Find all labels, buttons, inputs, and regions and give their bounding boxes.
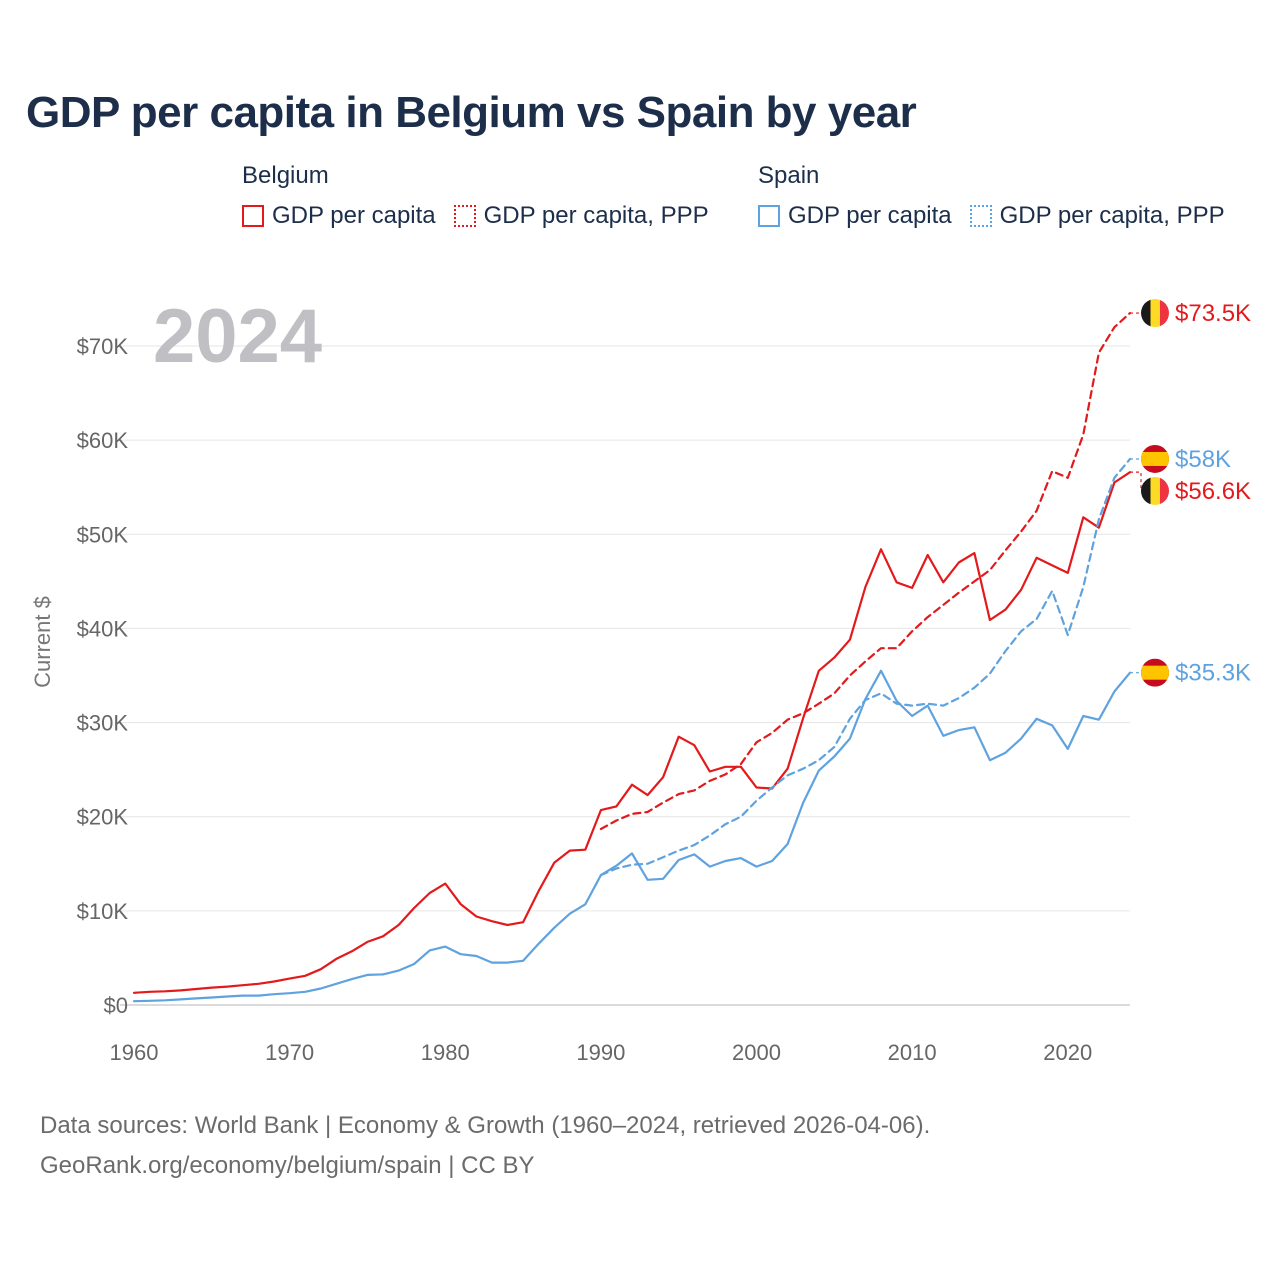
x-tick-label: 2000 xyxy=(732,1040,781,1065)
spain-flag-icon xyxy=(1141,658,1169,687)
line-chart: 2024 Current $ $0 $10K $20K $30K $40K $50K $60… xyxy=(30,294,1251,1065)
legend-swatch-dotted-red-icon xyxy=(453,205,476,227)
end-label-connector xyxy=(1130,471,1142,491)
credit-link[interactable]: GeoRank.org/economy/belgium/spain | CC B… xyxy=(40,1152,535,1179)
x-tick-label: 2010 xyxy=(888,1040,937,1065)
x-tick-label: 1960 xyxy=(110,1040,159,1065)
footer: Data sources: World Bank | Economy & Gro… xyxy=(40,1106,930,1186)
y-tick-label: $20K xyxy=(77,805,129,830)
spain-flag-icon xyxy=(1141,444,1169,473)
legend-group-label-spain: Spain xyxy=(758,162,820,189)
end-value-label: $56.6K xyxy=(1175,478,1251,505)
legend-group-label-belgium: Belgium xyxy=(242,162,329,189)
series-line-spain-gdp-per-capita[interactable] xyxy=(132,669,1132,1003)
y-tick-label: $0 xyxy=(104,993,128,1018)
legend-label: GDP per capita, PPP xyxy=(483,202,709,229)
x-tick-label: 1970 xyxy=(265,1040,314,1065)
data-sources-text: Data sources: World Bank | Economy & Gro… xyxy=(40,1112,931,1139)
series-line-belgium-gdp-per-capita[interactable] xyxy=(132,471,1132,994)
legend-swatch-dotted-blue-icon xyxy=(969,205,992,227)
end-value-label: $58K xyxy=(1175,446,1231,473)
series-line-belgium-gdp-per-capita-ppp[interactable] xyxy=(599,312,1132,831)
y-tick-label: $60K xyxy=(77,428,129,453)
legend-item-spain-gdp[interactable]: GDP per capita xyxy=(758,202,952,230)
legend-group-belgium: Belgium GDP per capita GDP per capita, P… xyxy=(242,162,709,230)
x-tick-label: 1980 xyxy=(421,1040,470,1065)
y-tick-label: $70K xyxy=(77,334,129,359)
belgium-flag-icon xyxy=(1141,476,1169,505)
y-tick-label: $10K xyxy=(77,899,129,924)
y-tick-label: $30K xyxy=(77,711,129,736)
belgium-flag-icon xyxy=(1141,299,1169,328)
x-tick-label: 2020 xyxy=(1043,1040,1092,1065)
end-value-label: $35.3K xyxy=(1175,660,1251,687)
legend-label: GDP per capita xyxy=(272,202,436,229)
legend-group-spain: Spain GDP per capita GDP per capita, PPP xyxy=(758,162,1225,230)
y-tick-label: $40K xyxy=(77,616,129,641)
legend-label: GDP per capita, PPP xyxy=(999,202,1225,229)
series-line-spain-gdp-per-capita-ppp[interactable] xyxy=(599,457,1132,877)
legend-item-belgium-gdp[interactable]: GDP per capita xyxy=(242,202,436,230)
y-tick-label: $50K xyxy=(77,522,129,547)
y-axis-label: Current $ xyxy=(30,596,55,688)
legend-swatch-solid-blue-icon xyxy=(758,205,780,227)
chart-title: GDP per capita in Belgium vs Spain by ye… xyxy=(26,88,917,137)
legend-item-belgium-gdp-ppp[interactable]: GDP per capita, PPP xyxy=(453,202,709,230)
legend-item-spain-gdp-ppp[interactable]: GDP per capita, PPP xyxy=(969,202,1225,230)
end-value-label: $73.5K xyxy=(1175,300,1251,327)
year-watermark: 2024 xyxy=(153,294,322,379)
legend-swatch-solid-red-icon xyxy=(242,205,264,227)
legend-label: GDP per capita xyxy=(788,202,952,229)
x-tick-label: 1990 xyxy=(576,1040,625,1065)
